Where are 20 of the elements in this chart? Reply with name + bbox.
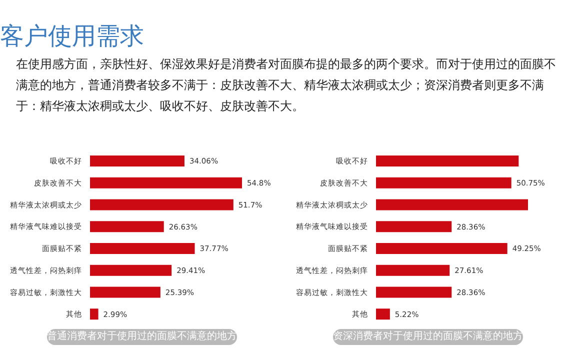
text: 资深消费者对于使用过的面膜不满意的地方 bbox=[333, 329, 523, 345]
text: 客户使用需求 bbox=[0, 21, 145, 52]
bar bbox=[90, 264, 172, 276]
bar bbox=[90, 286, 160, 298]
bar bbox=[90, 199, 234, 210]
bar bbox=[90, 221, 164, 232]
bar bbox=[90, 242, 195, 254]
text: 普通消费者对于使用过的面膜不满意的地方 bbox=[47, 329, 237, 345]
bar bbox=[376, 308, 390, 320]
text: 在使用感方面，亲肤性好、保湿效果好是消费者对面膜布提的最多的两个要求。而对于使用过的面膜不满意的地方，普通消费者较多不满于：皮肤改善不大、精华液太浓稠或太少；资深消费者则更多不满于：精华液太浓稠或太少、吸收不好、皮肤改善不大。 bbox=[16, 56, 556, 115]
bar bbox=[90, 155, 184, 166]
bar bbox=[90, 177, 242, 188]
bar bbox=[376, 242, 508, 254]
bar bbox=[376, 155, 519, 166]
bar bbox=[376, 221, 452, 232]
bar bbox=[376, 177, 512, 188]
bar bbox=[376, 264, 450, 276]
bar bbox=[376, 286, 452, 298]
bar bbox=[90, 308, 98, 320]
bar bbox=[376, 199, 528, 210]
